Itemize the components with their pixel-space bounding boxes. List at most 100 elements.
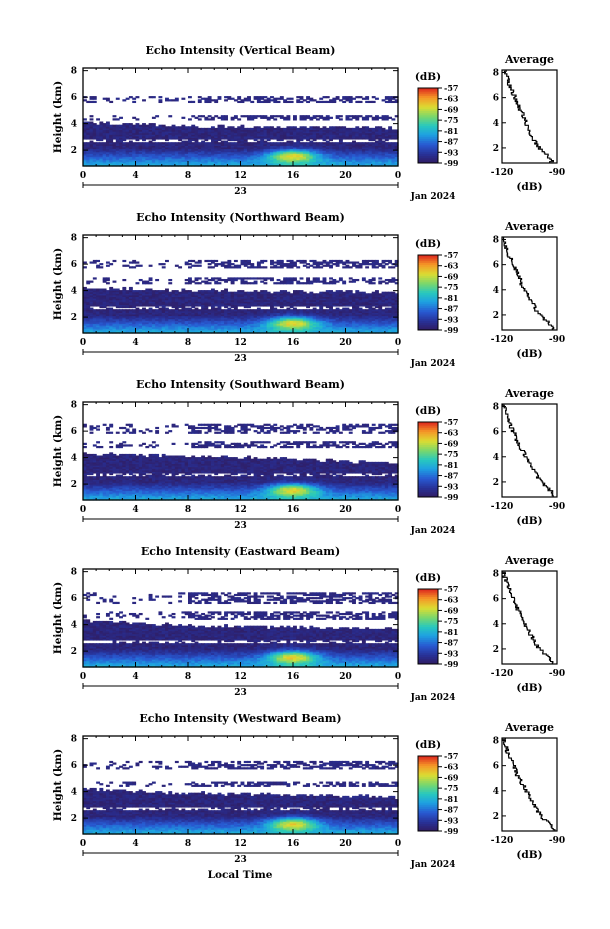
heatmap-cell (322, 96, 327, 99)
heatmap-cell (224, 118, 228, 121)
heatmap-cell (224, 329, 228, 333)
heatmap-cell (253, 145, 258, 148)
heatmap-cell (138, 278, 143, 282)
heatmap-cell (253, 290, 258, 293)
heatmap-cell (86, 100, 91, 104)
heatmap-cell (210, 266, 215, 269)
heatmap-cell (342, 159, 347, 162)
heatmap-cell (135, 162, 140, 166)
heatmap-cell (178, 135, 183, 138)
heatmap-cell (125, 305, 130, 309)
heatmap-cell (384, 115, 389, 118)
heatmap-cell (289, 127, 294, 131)
heatmap-cell (309, 158, 314, 161)
heatmap-cell (188, 302, 192, 305)
heatmap-cell (109, 156, 114, 159)
heatmap-cell (247, 317, 251, 320)
heatmap-cell (122, 294, 127, 298)
heatmap-cell (142, 299, 146, 302)
heatmap-cell (302, 150, 307, 153)
heatmap-cell (309, 153, 314, 156)
heatmap-cell (296, 309, 301, 312)
heatmap-cell (161, 263, 166, 266)
heatmap-cell (214, 140, 219, 143)
heatmap-cell (83, 298, 87, 301)
heatmap-cell (270, 304, 274, 307)
heatmap-cell (230, 310, 235, 313)
heatmap-cell (184, 296, 189, 299)
heatmap-cell (125, 148, 130, 151)
heatmap-cell (99, 126, 104, 129)
heatmap-cell (197, 131, 202, 134)
heatmap-cell (119, 135, 123, 138)
heatmap-cell (233, 296, 238, 299)
heatmap-cell (293, 142, 297, 145)
heatmap-cell (322, 310, 327, 313)
heatmap-cell (109, 100, 114, 104)
heatmap-cell (207, 135, 212, 138)
heatmap-cell (378, 154, 383, 158)
heatmap-cell (253, 323, 258, 326)
heatmap-cell (345, 158, 350, 161)
heatmap-cell (365, 159, 370, 162)
heatmap-cell (315, 323, 320, 326)
heatmap-cell (335, 137, 340, 140)
heatmap-cell (250, 299, 255, 302)
heatmap-cell (224, 323, 228, 326)
heatmap-cell (283, 325, 288, 328)
heatmap-cell (191, 315, 196, 318)
heatmap-cell (283, 100, 288, 104)
heatmap-cell (227, 302, 232, 305)
heatmap-cell (201, 320, 206, 323)
heatmap-cell (243, 132, 248, 135)
heatmap-cell (142, 320, 146, 323)
heatmap-cell (112, 129, 117, 132)
heatmap-cell (165, 148, 169, 151)
heatmap-cell (207, 142, 212, 145)
heatmap-cell (174, 156, 179, 159)
heatmap-cell (210, 129, 215, 132)
heatmap-cell (102, 304, 107, 307)
heatmap-cell (142, 124, 146, 127)
heatmap-cell (138, 294, 143, 298)
heatmap-cell (250, 154, 255, 158)
heatmap-cell (168, 294, 173, 298)
heatmap-cell (194, 296, 199, 299)
heatmap-cell (99, 151, 104, 154)
heatmap-cell (240, 328, 245, 331)
heatmap-cell (319, 305, 324, 309)
heatmap-cell (119, 293, 123, 296)
heatmap-cell (296, 153, 301, 156)
heatmap-cell (279, 148, 284, 151)
heatmap-cell (125, 301, 130, 304)
heatmap-cell (315, 280, 320, 283)
heatmap-cell (188, 140, 192, 143)
heatmap-cell (125, 328, 130, 331)
heatmap-cell (256, 151, 261, 154)
heatmap-cell (299, 148, 304, 151)
heatmap-cell (315, 328, 320, 331)
heatmap-cell (220, 135, 225, 138)
heatmap-cell (253, 131, 258, 134)
heatmap-cell (260, 116, 265, 119)
heatmap-cell (96, 318, 101, 321)
heatmap-cell (302, 145, 307, 148)
heatmap-cell (250, 266, 255, 269)
heatmap-cell (96, 159, 101, 162)
heatmap-cell (319, 143, 324, 146)
heatmap-cell (279, 134, 284, 137)
heatmap-cell (345, 161, 350, 164)
heatmap-cell (181, 158, 186, 161)
heatmap-cell (293, 329, 297, 333)
heatmap-cell (148, 288, 153, 291)
heatmap-cell (388, 151, 393, 154)
heatmap-cell (371, 127, 376, 131)
heatmap-cell (145, 291, 150, 294)
heatmap-cell (217, 263, 222, 266)
heatmap-cell (315, 304, 320, 307)
heatmap-cell (293, 277, 297, 280)
heatmap-cell (319, 298, 324, 301)
heatmap-cell (174, 325, 179, 328)
heatmap-cell (240, 127, 245, 131)
heatmap-cell (365, 100, 370, 104)
